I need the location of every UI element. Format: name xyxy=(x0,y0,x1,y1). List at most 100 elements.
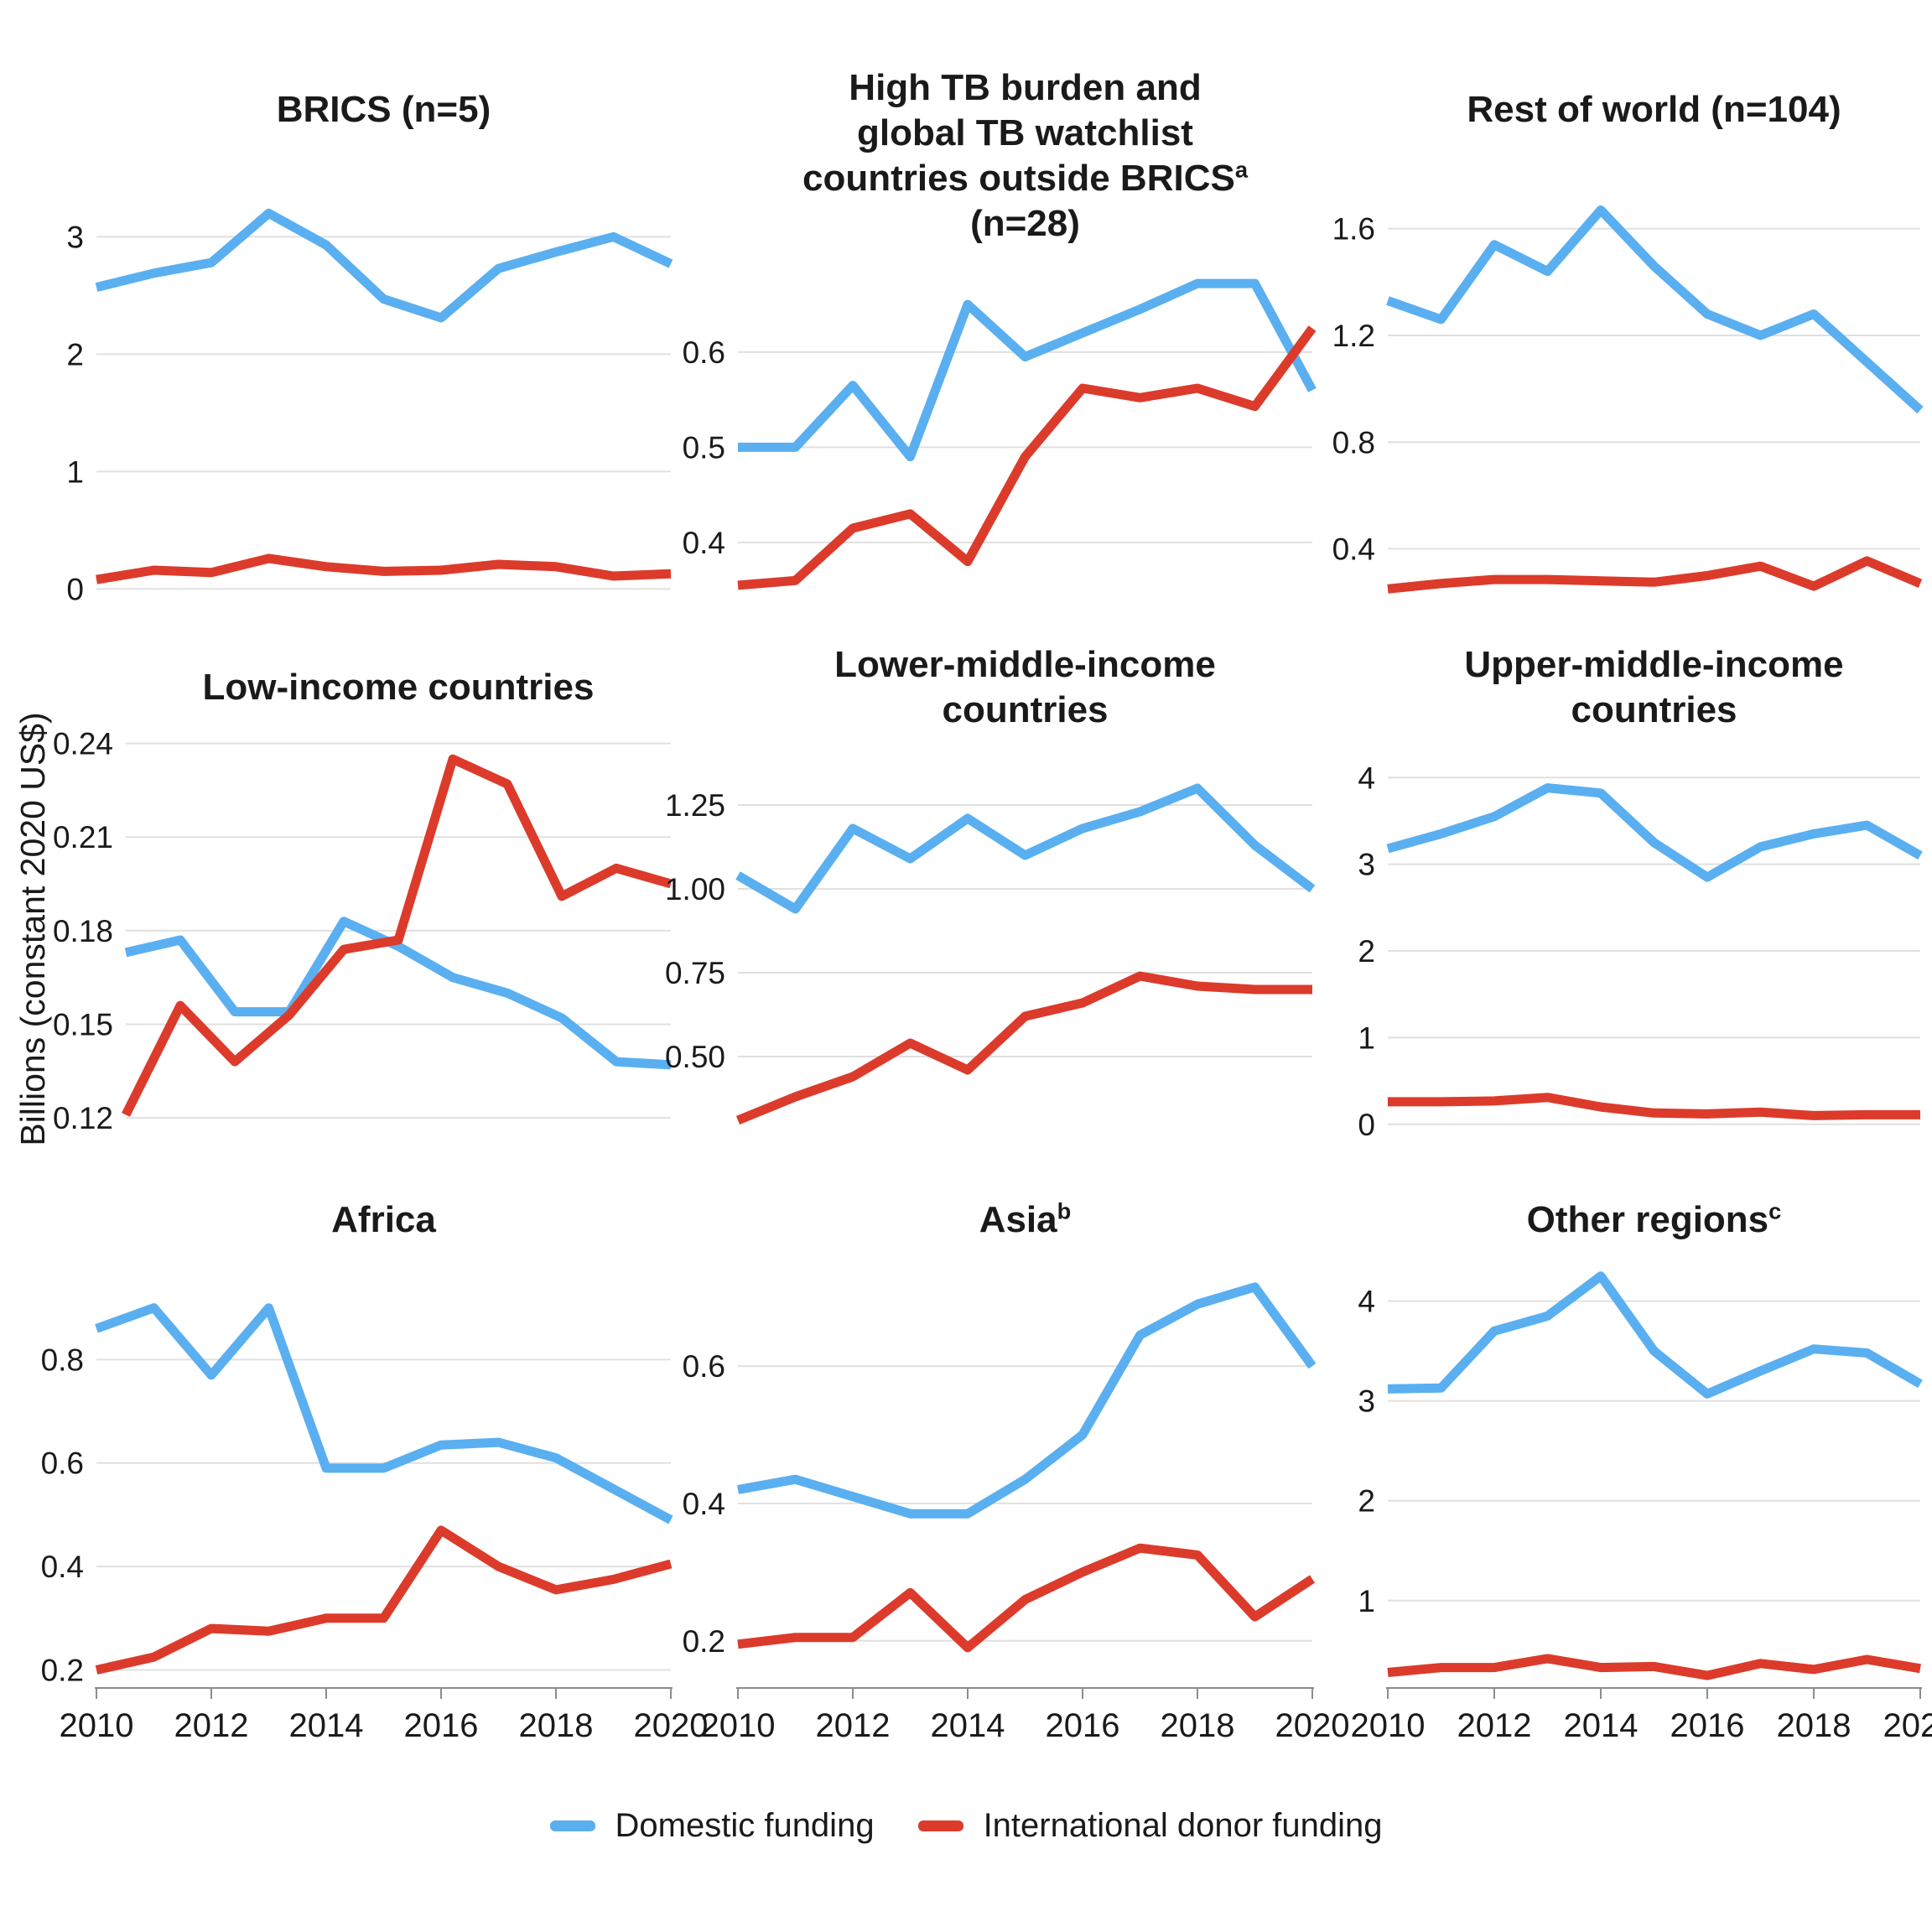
legend-swatch-international-donor-funding-icon xyxy=(917,1820,963,1831)
x-tick-label: 2012 xyxy=(1457,1707,1532,1744)
chart-title: Lower-middle-income countries xyxy=(834,644,1216,730)
line-chart: 0.2 0.4 0.6 2010 2012 2014 2016 2018 2020 xyxy=(683,1282,1349,1744)
line-chart: 0 1 2 3 xyxy=(66,208,673,606)
x-tick-label: 2018 xyxy=(1161,1707,1235,1744)
domestic-funding-line xyxy=(1387,1271,1923,1399)
x-tick-label: 2012 xyxy=(816,1707,891,1744)
international-donor-funding-line xyxy=(96,553,672,584)
x-tick-label: 2020 xyxy=(1275,1707,1350,1744)
y-tick-label: 0.6 xyxy=(683,335,725,370)
y-tick-label: 1 xyxy=(66,454,84,489)
international-donor-funding-line xyxy=(122,754,673,1117)
legend-label-international-donor-funding: International donor funding xyxy=(983,1807,1383,1844)
y-tick-label: 0 xyxy=(1358,1108,1375,1142)
x-tick-label: 2018 xyxy=(1777,1707,1852,1744)
chart-title: Rest of world (n=104) xyxy=(1467,89,1841,130)
y-tick-label: 0.4 xyxy=(683,526,725,560)
y-tick-label: 2 xyxy=(66,337,84,371)
x-tick-label: 2012 xyxy=(174,1707,249,1744)
legend-label-domestic-funding: Domestic funding xyxy=(615,1807,875,1844)
y-tick-label: 2 xyxy=(1358,934,1375,969)
x-tick-label: 2016 xyxy=(404,1707,479,1744)
y-tick-label: 0.12 xyxy=(53,1101,113,1135)
domestic-funding-line xyxy=(95,1303,673,1524)
line-chart: 0.2 0.4 0.6 0.8 2010 2012 2014 2016 2018 2020 xyxy=(41,1303,708,1744)
y-tick-label: 0.6 xyxy=(41,1446,84,1481)
y-tick-label: 0.50 xyxy=(665,1040,725,1074)
y-tick-label: 0.4 xyxy=(41,1550,84,1584)
y-tick-label: 0.4 xyxy=(683,1487,725,1521)
y-tick-label: 1.00 xyxy=(665,872,725,906)
domestic-funding-line xyxy=(738,278,1317,462)
chart-title: Upper-middle-income countries xyxy=(1464,644,1844,730)
y-tick-label: 4 xyxy=(1358,1285,1375,1319)
x-tick-label: 2018 xyxy=(519,1707,594,1744)
y-tick-label: 1.6 xyxy=(1332,212,1375,247)
chart-title: Other regionsc xyxy=(1526,1197,1782,1240)
domestic-funding-line xyxy=(95,208,673,323)
domestic-funding-line xyxy=(1386,205,1924,414)
x-tick-label: 2010 xyxy=(60,1707,134,1744)
y-tick-label: 3 xyxy=(1358,848,1375,882)
line-chart: 0.50 0.75 1.00 1.25 xyxy=(665,783,1316,1125)
x-tick-label: 2016 xyxy=(1670,1707,1745,1744)
y-tick-label: 2 xyxy=(1358,1484,1375,1519)
chart-title: Africa xyxy=(331,1199,436,1240)
domestic-funding-line xyxy=(1386,783,1923,882)
international-donor-funding-line xyxy=(1388,1093,1920,1120)
international-donor-funding-line xyxy=(737,325,1317,590)
y-tick-label: 0.75 xyxy=(665,956,725,990)
line-chart: 1 2 3 4 2010 2012 2014 2016 2018 2020 xyxy=(1351,1271,1932,1744)
x-tick-label: 2010 xyxy=(1351,1707,1426,1744)
y-tick-label: 0.6 xyxy=(683,1349,725,1384)
legend: Domestic funding International donor fun… xyxy=(0,1807,1932,1845)
domestic-funding-line xyxy=(737,1282,1317,1519)
y-tick-label: 0 xyxy=(66,572,84,606)
international-donor-funding-line xyxy=(1387,556,1923,594)
footnote-marker: b xyxy=(1057,1197,1072,1224)
footnote-marker: c xyxy=(1768,1197,1782,1224)
y-tick-label: 3 xyxy=(1358,1384,1375,1419)
line-chart: 0.12 0.15 0.18 0.21 0.24 xyxy=(53,727,673,1135)
y-tick-label: 0.8 xyxy=(1332,425,1375,460)
x-tick-label: 2010 xyxy=(701,1707,776,1744)
x-tick-label: 2014 xyxy=(931,1707,1005,1744)
chart-title: Low-income countries xyxy=(202,667,595,708)
x-tick-label: 2014 xyxy=(1564,1707,1639,1744)
line-chart: 0 1 2 3 4 xyxy=(1358,761,1923,1142)
x-tick-label: 2016 xyxy=(1046,1707,1120,1744)
chart-title: BRICS (n=5) xyxy=(276,89,491,130)
international-donor-funding-line xyxy=(737,1543,1316,1653)
chart-title: Asiab xyxy=(979,1197,1072,1240)
domestic-funding-line xyxy=(124,917,672,1070)
y-tick-label: 0.15 xyxy=(53,1007,113,1041)
footnote-marker: a xyxy=(1234,156,1248,183)
y-tick-label: 1.2 xyxy=(1332,319,1375,353)
y-tick-label: 0.2 xyxy=(41,1653,84,1687)
y-tick-label: 0.24 xyxy=(53,727,113,761)
chart-title: High TB burden and global TB watchlist cou… xyxy=(802,67,1248,244)
y-tick-label: 3 xyxy=(66,220,84,254)
international-donor-funding-line xyxy=(95,1525,673,1675)
y-tick-label: 1 xyxy=(1358,1021,1375,1055)
y-tick-label: 0.4 xyxy=(1332,532,1375,567)
line-chart: 0.4 0.8 1.2 1.6 xyxy=(1332,205,1924,594)
x-tick-label: 2020 xyxy=(1883,1707,1932,1744)
y-tick-label: 0.18 xyxy=(53,914,113,948)
y-tick-label: 1.25 xyxy=(665,788,725,823)
x-tick-label: 2020 xyxy=(634,1707,709,1744)
y-tick-label: 0.8 xyxy=(41,1343,84,1377)
y-tick-label: 0.5 xyxy=(683,430,725,465)
international-donor-funding-line xyxy=(1387,1654,1921,1680)
line-chart: 0.4 0.5 0.6 xyxy=(683,278,1317,590)
y-tick-label: 1 xyxy=(1358,1584,1375,1618)
legend-swatch-domestic-funding-icon xyxy=(549,1820,595,1831)
y-tick-label: 0.2 xyxy=(683,1624,725,1659)
legend-item-international-donor-funding: International donor funding xyxy=(917,1807,1383,1845)
domestic-funding-line xyxy=(735,783,1316,914)
legend-item-domestic-funding: Domestic funding xyxy=(549,1807,875,1845)
x-tick-label: 2014 xyxy=(289,1707,364,1744)
international-donor-funding-line xyxy=(735,971,1312,1125)
y-tick-label: 4 xyxy=(1358,761,1375,795)
